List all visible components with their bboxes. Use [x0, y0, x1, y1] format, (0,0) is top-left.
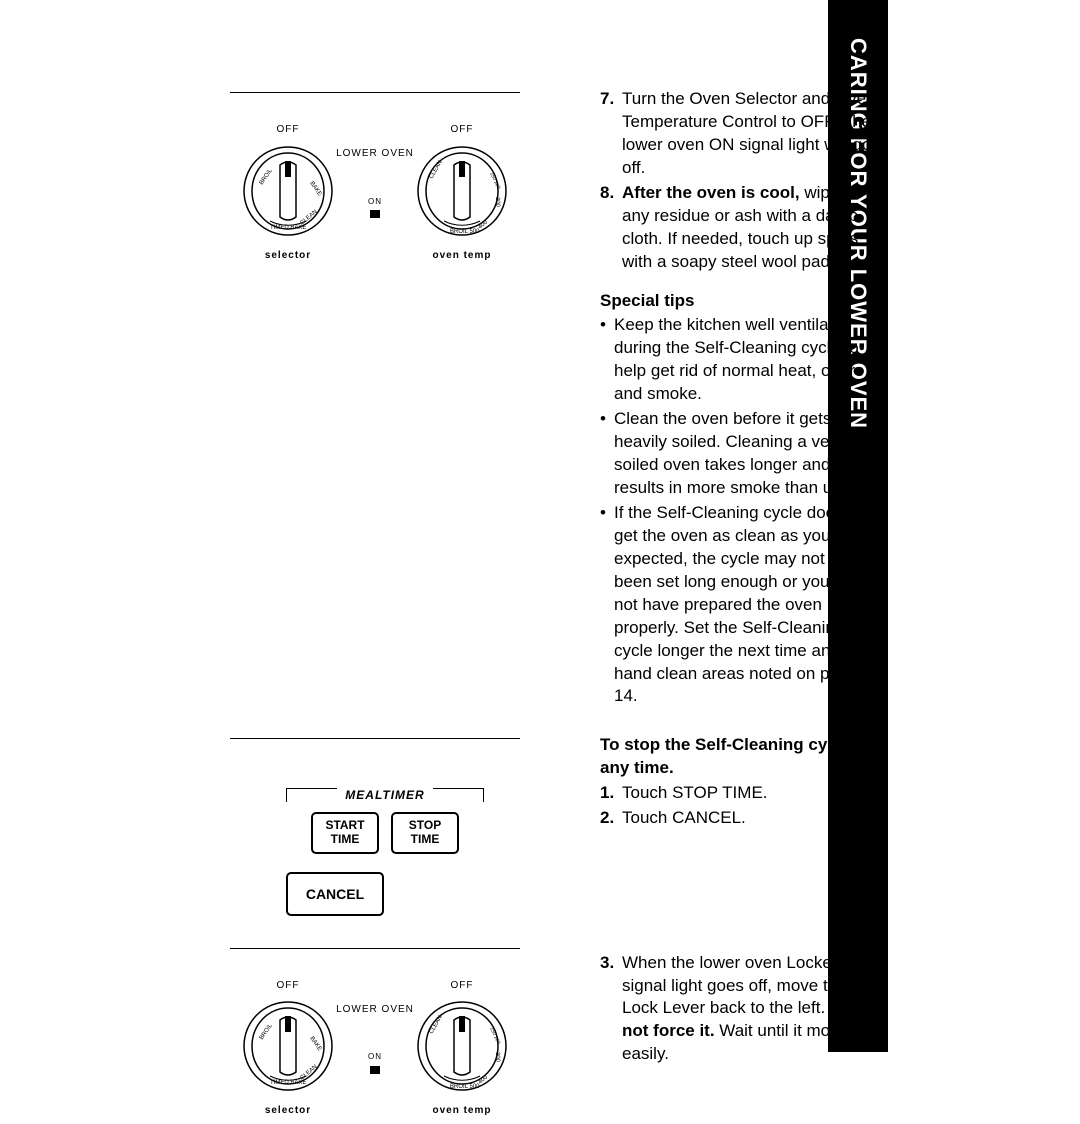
temp-knob-icon: CLEAN 150 200 300 400 BROIL 500: [414, 143, 510, 239]
tip-2: •Clean the oven before it gets heavily s…: [600, 408, 880, 500]
svg-text:BROIL 500: BROIL 500: [450, 1084, 480, 1090]
stop-step-1: 1.Touch STOP TIME.: [600, 782, 880, 805]
mealtimer-label: MEALTIMER: [345, 787, 424, 803]
start-time-button: START TIME: [311, 812, 379, 854]
cancel-button: CANCEL: [286, 872, 384, 916]
tip-3: •If the Self-Cleaning cycle doesn't get …: [600, 502, 880, 708]
mealtimer-diagram: MEALTIMER START TIME STOP TIME CANCEL: [230, 751, 520, 915]
heading-special-tips: Special tips: [600, 290, 880, 313]
knob-diagram-2: OFF BROIL BAKE TIMED BAKE CLEAN: [230, 961, 520, 1124]
stop-step-2: 2.Touch CANCEL.: [600, 807, 880, 830]
svg-text:BROIL 500: BROIL 500: [450, 229, 480, 235]
page-number: 17: [849, 1001, 868, 1024]
heading-stop-cycle: To stop the Self-Cleaning cycle at any t…: [600, 734, 880, 780]
stop-time-button: STOP TIME: [391, 812, 459, 854]
divider: [230, 948, 520, 949]
lower-oven-indicator: LOWER OVEN ON: [336, 123, 414, 218]
label-oven-temp: oven temp: [432, 249, 491, 263]
on-light-icon: [370, 1066, 380, 1074]
temp-knob-icon: CLEAN 150 200 300 400 BROIL 500: [414, 998, 510, 1094]
label-selector: selector: [265, 249, 311, 263]
divider: [230, 738, 520, 739]
selector-knob-icon: BROIL BAKE TIMED BAKE CLEAN: [240, 998, 336, 1094]
label-off: OFF: [450, 123, 473, 137]
page-content: OFF BROIL BAKE TIMED BAKE CLEAN: [230, 88, 880, 1124]
svg-text:300: 300: [494, 1052, 500, 1063]
label-off: OFF: [277, 123, 300, 137]
step-3: 3. When the lower oven Locked signal lig…: [600, 952, 880, 1067]
step-7: 7. Turn the Oven Selector and Oven Tempe…: [600, 88, 880, 180]
selector-knob-icon: BROIL BAKE TIMED BAKE CLEAN: [240, 143, 336, 239]
svg-text:300: 300: [494, 196, 500, 207]
divider: [230, 92, 520, 93]
tip-1: •Keep the kitchen well ventilated during…: [600, 314, 880, 406]
knob-diagram-1: OFF BROIL BAKE TIMED BAKE CLEAN: [230, 105, 520, 268]
on-light-icon: [370, 210, 380, 218]
svg-text:TIMED BAKE: TIMED BAKE: [270, 1080, 306, 1086]
svg-text:TIMED BAKE: TIMED BAKE: [270, 225, 306, 231]
step-8: 8. After the oven is cool, wipe off any …: [600, 182, 880, 274]
